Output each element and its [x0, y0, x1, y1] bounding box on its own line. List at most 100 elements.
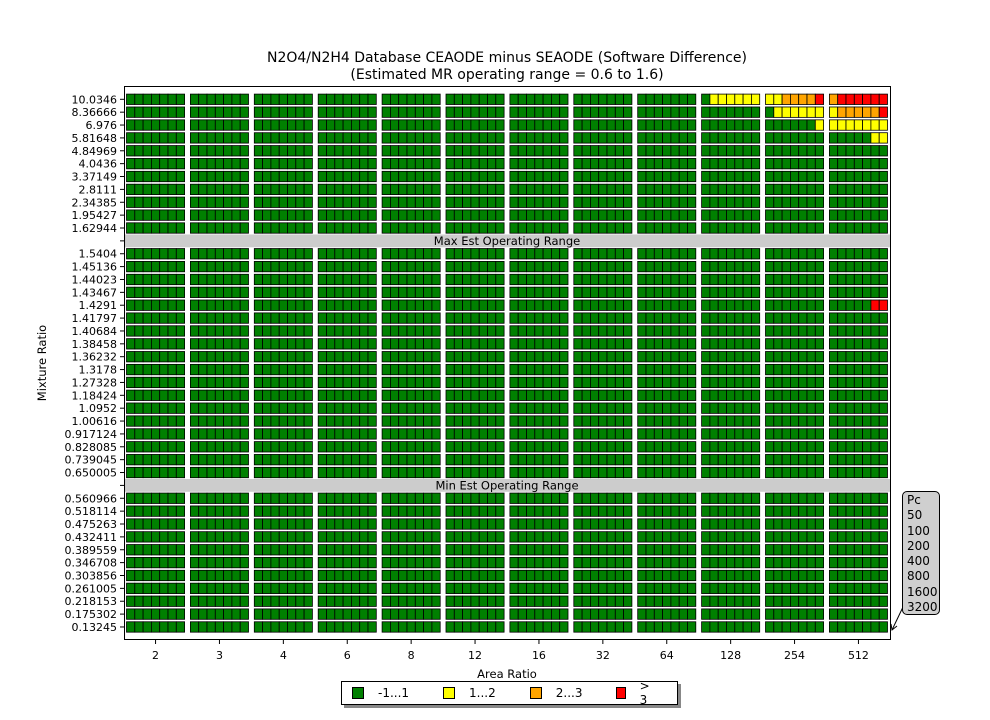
heatmap-cell [295, 158, 305, 170]
heatmap-cell [637, 145, 647, 157]
heatmap-cell [287, 363, 297, 376]
heatmap-cell [845, 312, 855, 324]
heatmap-cell [270, 325, 280, 337]
heatmap-cell [175, 273, 186, 286]
heatmap-cell [606, 170, 616, 183]
heatmap-cell [462, 273, 472, 286]
heatmap-cell [167, 505, 177, 517]
heatmap-cell [214, 454, 225, 466]
heatmap-cell [150, 273, 161, 286]
heatmap-cell [751, 531, 761, 543]
heatmap-cell [845, 338, 855, 350]
heatmap-cell [670, 441, 680, 453]
heatmap-cell [837, 209, 847, 221]
heatmap-cell [742, 466, 752, 479]
heatmap-cell [734, 145, 744, 157]
heatmap-cell [453, 466, 463, 479]
heatmap-cell [295, 338, 305, 350]
heatmap-cell [853, 273, 863, 286]
heatmap-cell [342, 338, 352, 350]
heatmap-cell [653, 312, 663, 324]
heatmap-cell [159, 557, 169, 569]
heatmap-cell [870, 145, 880, 157]
heatmap-cell [701, 595, 711, 607]
heatmap-cell [134, 145, 144, 157]
heatmap-cell [453, 273, 463, 286]
heatmap-cell [189, 158, 200, 170]
heatmap-cell [253, 441, 264, 453]
heatmap-cell [845, 299, 855, 311]
heatmap-cell [126, 557, 136, 569]
heatmap-cell [853, 518, 863, 530]
heatmap-cell [142, 402, 152, 414]
heatmap-cell [534, 119, 544, 131]
heatmap-cell [798, 132, 808, 144]
heatmap-cell [829, 608, 839, 620]
pc-annotation-value: 1600 [907, 584, 938, 599]
heatmap-cell [223, 158, 233, 170]
heatmap-cell [534, 170, 544, 183]
heatmap-cell [701, 569, 711, 582]
heatmap-cell [542, 312, 552, 324]
heatmap-cell [598, 286, 608, 298]
heatmap-cell [551, 531, 561, 543]
heatmap-cell [142, 183, 152, 195]
heatmap-cell [542, 492, 552, 504]
heatmap-cell [765, 595, 775, 607]
heatmap-cell [214, 222, 225, 234]
heatmap-cell [726, 608, 736, 620]
heatmap-cell [542, 608, 552, 620]
heatmap-cell [453, 325, 463, 337]
heatmap-cell [295, 415, 305, 427]
heatmap-cell [806, 466, 816, 479]
heatmap-cell [590, 621, 600, 633]
heatmap-cell [878, 106, 888, 118]
heatmap-cell [765, 441, 775, 453]
heatmap-cell [214, 569, 225, 582]
heatmap-cell [878, 196, 888, 208]
heatmap-cell [806, 312, 816, 324]
heatmap-cell [270, 261, 280, 273]
heatmap-cell [717, 93, 727, 105]
heatmap-cell [853, 376, 863, 389]
heatmap-cell [287, 505, 297, 517]
heatmap-cell [781, 531, 791, 543]
heatmap-cell [662, 145, 672, 157]
heatmap-cell [717, 595, 727, 607]
heatmap-cell [223, 454, 233, 466]
heatmap-cell [389, 248, 400, 260]
heatmap-cell [534, 595, 544, 607]
heatmap-cell [142, 209, 152, 221]
heatmap-cell [606, 93, 616, 105]
heatmap-cell [806, 441, 816, 453]
heatmap-cell [614, 248, 624, 260]
heatmap-cell [342, 286, 352, 298]
heatmap-cell [662, 132, 672, 144]
heatmap-cell [542, 569, 552, 582]
heatmap-cell [534, 248, 544, 260]
heatmap-cell [573, 299, 583, 311]
heatmap-cell [701, 273, 711, 286]
heatmap-cell [198, 466, 208, 479]
heatmap-cell [734, 595, 744, 607]
heatmap-cell [662, 595, 672, 607]
heatmap-cell [645, 402, 655, 414]
heatmap-cell [726, 518, 736, 530]
heatmap-cell [670, 428, 680, 440]
heatmap-cell [487, 518, 497, 530]
heatmap-cell [751, 132, 761, 144]
heatmap-cell [837, 466, 847, 479]
heatmap-cell [590, 119, 600, 131]
heatmap-cell [381, 621, 391, 633]
heatmap-cell [701, 106, 711, 118]
heatmap-cell [495, 196, 505, 208]
heatmap-cell [878, 454, 888, 466]
heatmap-cell [701, 454, 711, 466]
heatmap-cell [598, 196, 608, 208]
heatmap-cell [542, 363, 552, 376]
heatmap-cell [495, 325, 505, 337]
heatmap-cell [701, 145, 711, 157]
heatmap-cell [542, 454, 552, 466]
heatmap-cell [853, 608, 863, 620]
heatmap-cell [606, 544, 616, 556]
